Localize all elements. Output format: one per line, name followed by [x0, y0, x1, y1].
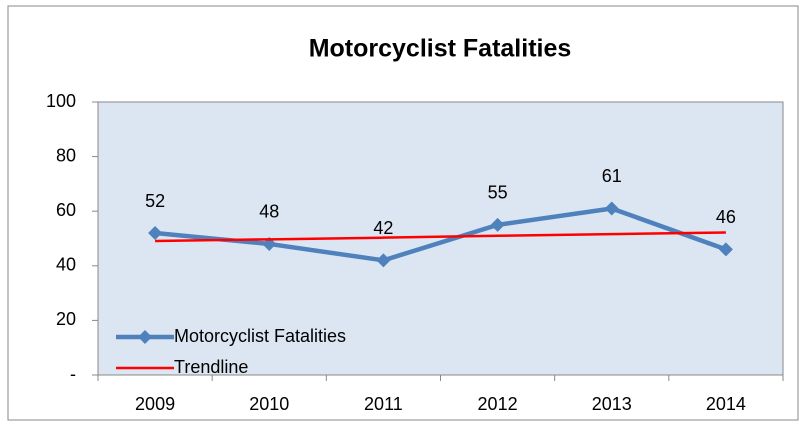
point-marker — [718, 242, 733, 257]
y-tick-label: - — [70, 364, 76, 384]
data-label: 46 — [716, 207, 736, 227]
series-line — [154, 206, 727, 263]
legend-label: Motorcyclist Fatalities — [174, 326, 346, 346]
legend-label: Trendline — [174, 357, 248, 377]
point-marker — [148, 226, 163, 241]
point-marker — [604, 201, 619, 216]
series-line — [155, 231, 726, 243]
y-tick-label: 40 — [56, 255, 76, 275]
x-tick-label: 2010 — [249, 394, 289, 414]
data-label: 55 — [488, 183, 508, 203]
point-marker — [490, 217, 505, 232]
x-tick-label: 2012 — [478, 394, 518, 414]
data-label: 61 — [602, 166, 622, 186]
x-tick-label: 2011 — [364, 394, 403, 414]
data-label: 42 — [373, 218, 393, 238]
y-tick-label: 60 — [56, 200, 76, 220]
legend-marker — [138, 330, 152, 344]
chart-title: Motorcyclist Fatalities — [309, 35, 572, 63]
point-marker — [376, 253, 391, 268]
data-label: 48 — [259, 202, 279, 222]
x-tick-label: 2013 — [592, 394, 632, 414]
data-label: 52 — [145, 191, 165, 211]
y-tick-label: 20 — [56, 309, 76, 329]
y-tick-label: 100 — [46, 91, 76, 111]
y-tick-label: 80 — [56, 145, 76, 165]
x-tick-label: 2014 — [706, 394, 746, 414]
x-tick-label: 2009 — [135, 394, 175, 414]
